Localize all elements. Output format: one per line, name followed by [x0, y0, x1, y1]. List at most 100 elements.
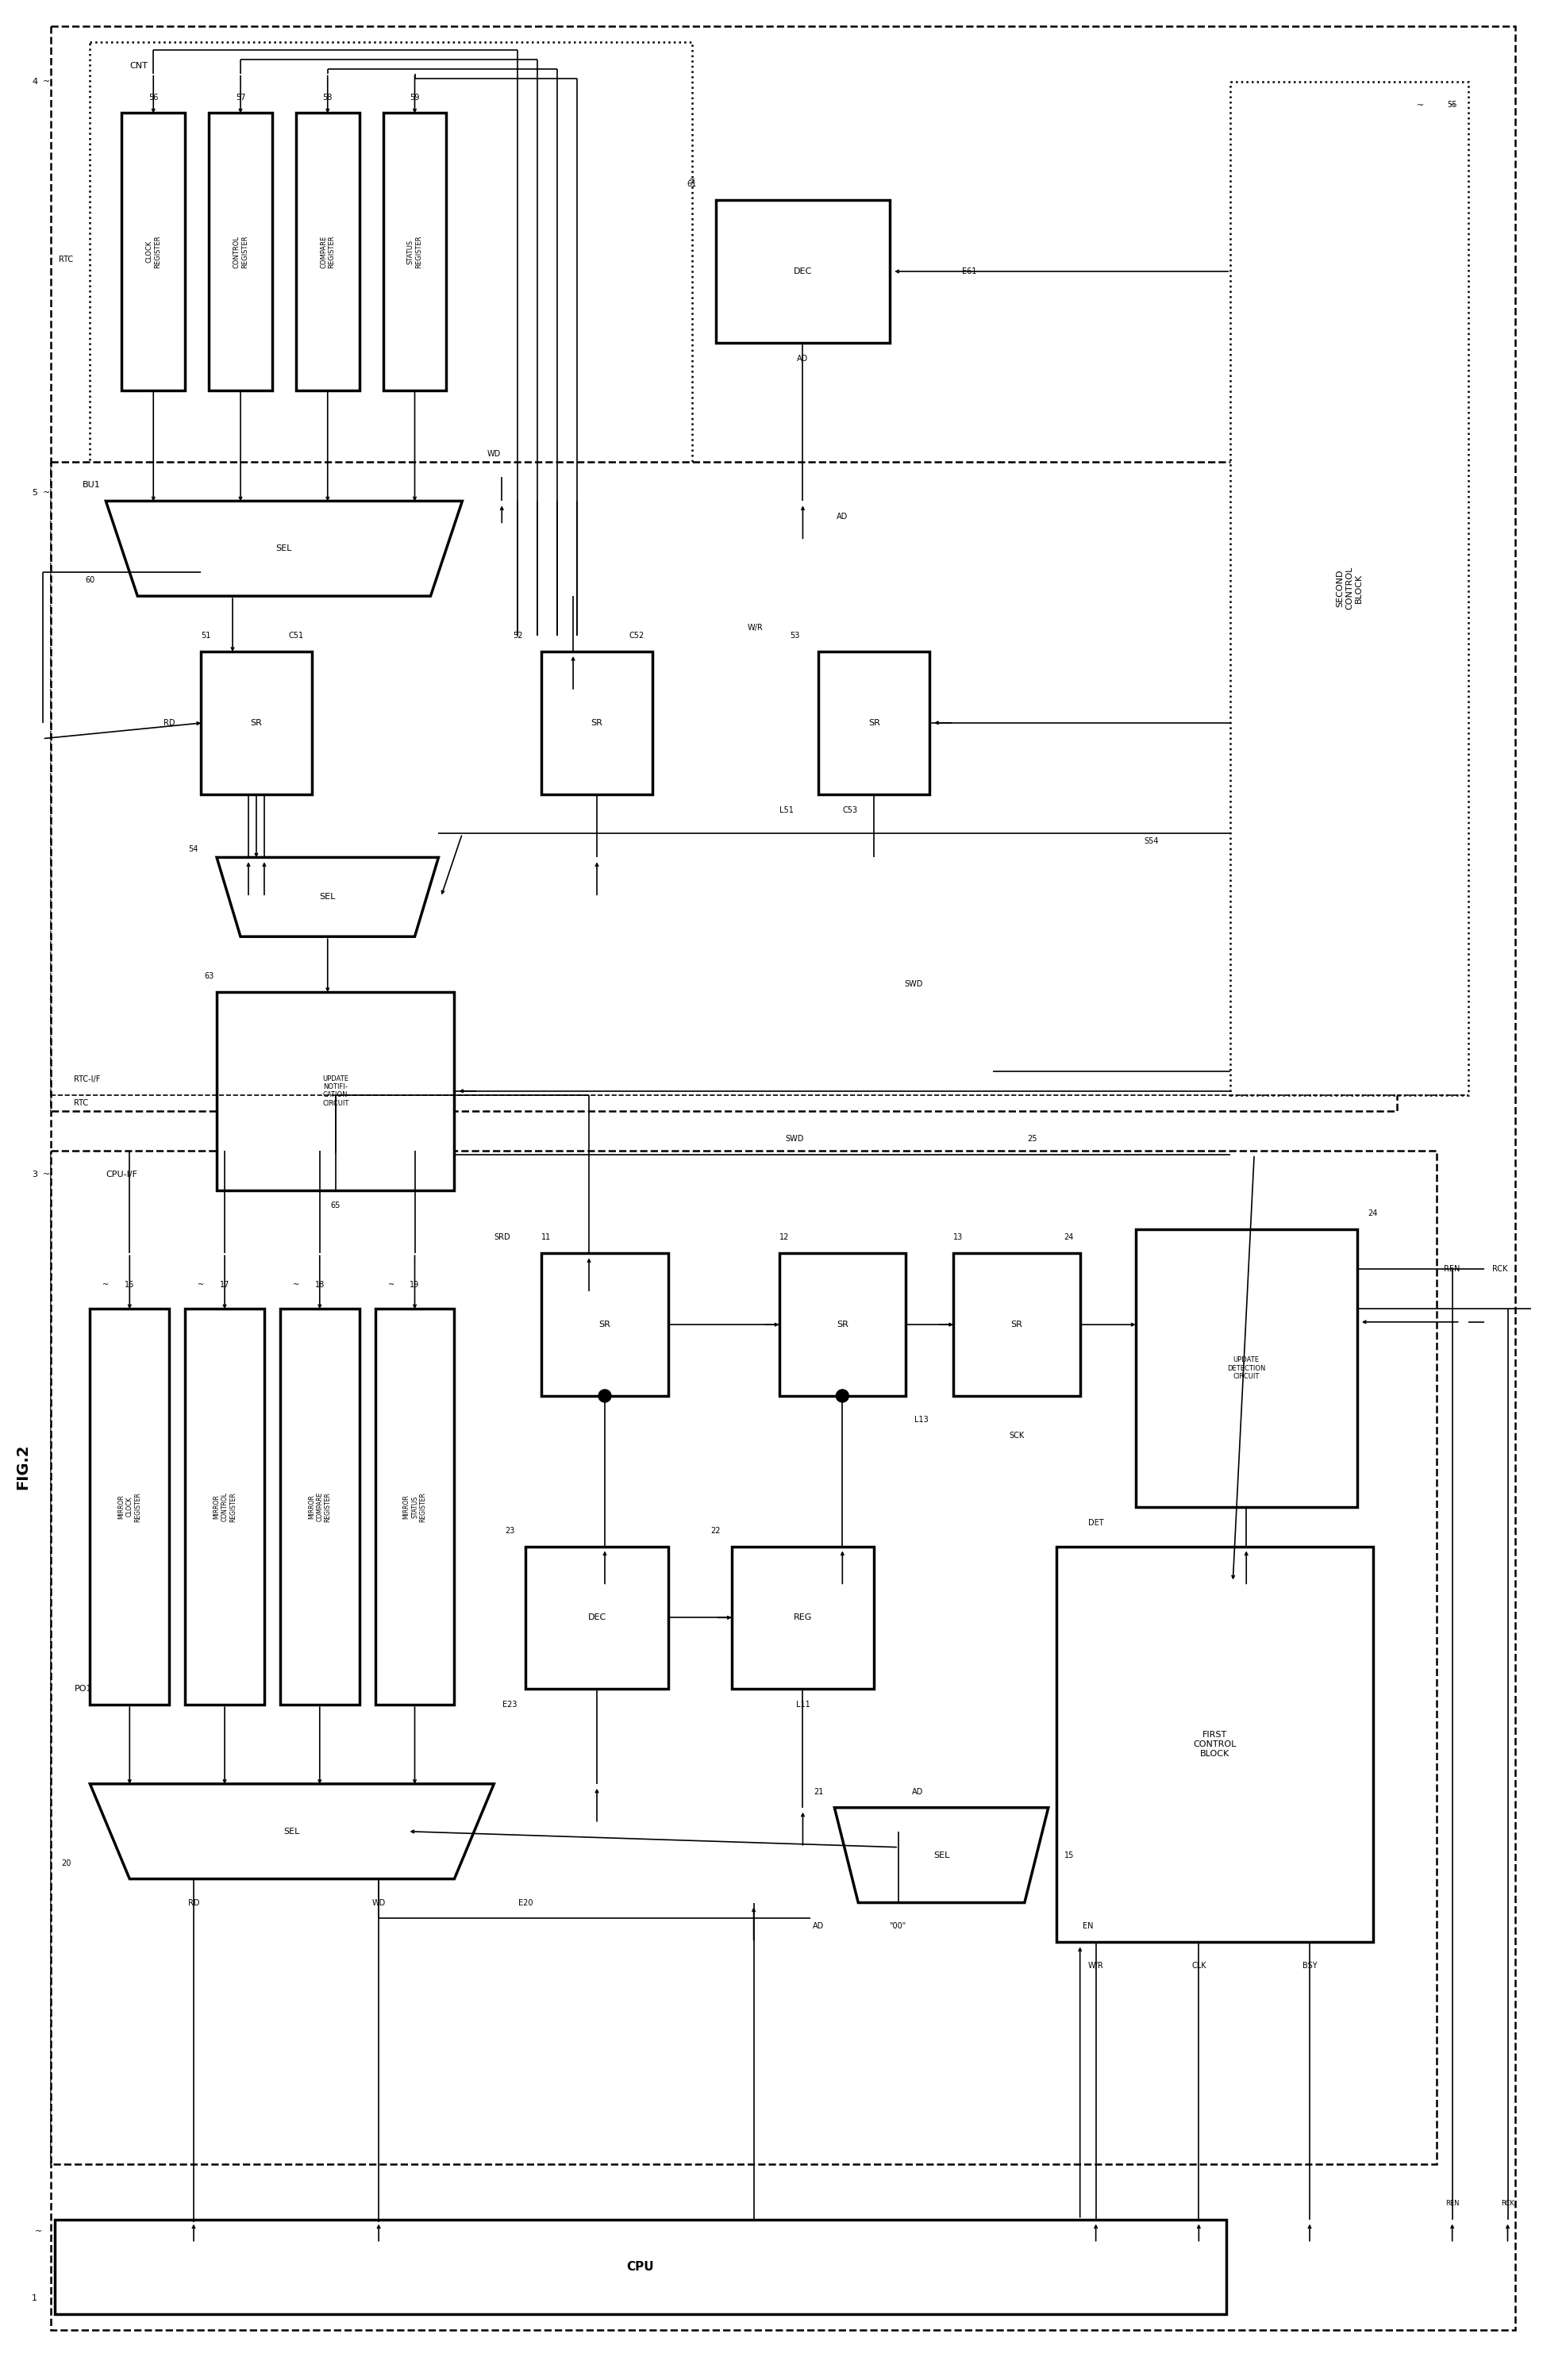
Text: FIG.2: FIG.2 — [16, 1445, 30, 1490]
Text: C52: C52 — [630, 631, 644, 640]
Text: AD: AD — [911, 1787, 924, 1797]
Text: 16: 16 — [125, 1280, 135, 1290]
Text: 53: 53 — [789, 631, 800, 640]
Text: 55: 55 — [1447, 102, 1458, 109]
Text: ~: ~ — [1449, 102, 1455, 109]
Text: SR: SR — [836, 1321, 849, 1328]
Text: SR: SR — [598, 1321, 611, 1328]
Text: MIRROR
CONTROL
REGISTER: MIRROR CONTROL REGISTER — [213, 1492, 236, 1521]
Text: REN: REN — [1444, 1266, 1461, 1273]
Text: 65: 65 — [330, 1202, 340, 1209]
Bar — [216, 992, 454, 1190]
Text: SRD: SRD — [493, 1233, 511, 1242]
Text: MIRROR
COMPARE
REGISTER: MIRROR COMPARE REGISTER — [309, 1492, 332, 1521]
Text: 56: 56 — [149, 93, 158, 102]
Text: EN: EN — [1082, 1923, 1093, 1930]
Text: 4: 4 — [31, 79, 38, 86]
Bar — [280, 1309, 359, 1704]
Bar — [89, 43, 692, 478]
Bar — [778, 1254, 905, 1397]
Text: 18: 18 — [315, 1280, 324, 1290]
Bar — [731, 1547, 874, 1690]
Text: 25: 25 — [1027, 1135, 1037, 1142]
Text: DEC: DEC — [794, 267, 813, 276]
Text: "00": "00" — [889, 1923, 907, 1930]
Text: DEC: DEC — [587, 1614, 606, 1621]
Text: ~: ~ — [1417, 102, 1423, 109]
Polygon shape — [216, 857, 438, 938]
Text: RTC: RTC — [60, 255, 74, 264]
Text: 13: 13 — [954, 1233, 963, 1242]
Text: 24: 24 — [1065, 1233, 1074, 1242]
Text: ~: ~ — [689, 176, 695, 183]
Text: PO1: PO1 — [74, 1685, 92, 1692]
Text: RD: RD — [163, 719, 175, 726]
Text: STATUS
REGISTER: STATUS REGISTER — [407, 236, 423, 269]
Text: 63: 63 — [204, 971, 213, 981]
Text: CPU: CPU — [626, 2261, 655, 2273]
Text: SWD: SWD — [905, 981, 922, 988]
Text: AD: AD — [813, 1923, 824, 1930]
Text: REN: REN — [1445, 2199, 1460, 2206]
Text: FIRST
CONTROL
BLOCK: FIRST CONTROL BLOCK — [1193, 1730, 1236, 1756]
Text: SR: SR — [590, 719, 603, 726]
Text: L11: L11 — [796, 1702, 810, 1709]
Text: SR: SR — [1010, 1321, 1023, 1328]
Text: SECOND
CONTROL
BLOCK: SECOND CONTROL BLOCK — [1336, 566, 1362, 609]
Text: ~: ~ — [103, 1280, 110, 1290]
Text: CLOCK
REGISTER: CLOCK REGISTER — [146, 236, 161, 269]
Text: 1: 1 — [31, 2294, 38, 2301]
Text: 19: 19 — [410, 1280, 420, 1290]
Text: SEL: SEL — [283, 1828, 301, 1835]
Bar — [542, 1254, 669, 1397]
Text: 15: 15 — [1065, 1852, 1074, 1859]
Polygon shape — [106, 502, 462, 595]
Text: 52: 52 — [512, 631, 523, 640]
Bar — [50, 462, 1397, 1111]
Text: S54: S54 — [1143, 838, 1159, 845]
Text: ~: ~ — [42, 79, 50, 86]
Text: ~: ~ — [388, 1280, 395, 1290]
Text: ~: ~ — [42, 1171, 50, 1178]
Text: AD: AD — [836, 514, 849, 521]
Text: 59: 59 — [410, 93, 420, 102]
Bar — [185, 1309, 265, 1704]
Text: SEL: SEL — [933, 1852, 949, 1859]
Text: 21: 21 — [814, 1787, 824, 1797]
Circle shape — [598, 1390, 611, 1402]
Text: SWD: SWD — [786, 1135, 805, 1142]
Text: CNT: CNT — [130, 62, 147, 69]
Text: ~: ~ — [34, 2228, 42, 2235]
Text: 5: 5 — [31, 490, 38, 497]
Text: E20: E20 — [518, 1899, 532, 1906]
Bar — [526, 1547, 669, 1690]
Text: REG: REG — [794, 1614, 813, 1621]
Text: 61: 61 — [687, 181, 697, 188]
Text: E23: E23 — [503, 1702, 517, 1709]
Text: W/R: W/R — [747, 624, 763, 631]
Text: RCK: RCK — [1500, 2199, 1514, 2206]
Text: SR: SR — [251, 719, 262, 726]
Text: RTC-I/F: RTC-I/F — [74, 1076, 100, 1083]
Circle shape — [836, 1390, 849, 1402]
Polygon shape — [835, 1809, 1048, 1902]
Text: CLK: CLK — [1192, 1961, 1206, 1971]
Text: E61: E61 — [962, 267, 977, 276]
Text: RCK: RCK — [1492, 1266, 1508, 1273]
Text: BSY: BSY — [1303, 1961, 1317, 1971]
Text: SEL: SEL — [319, 892, 335, 902]
Text: 23: 23 — [504, 1526, 515, 1535]
Text: ~: ~ — [293, 1280, 299, 1290]
Bar — [1055, 1547, 1373, 1942]
Bar — [954, 1254, 1081, 1397]
Text: MIRROR
STATUS
REGISTER: MIRROR STATUS REGISTER — [402, 1492, 426, 1521]
Text: AD: AD — [797, 355, 808, 362]
Text: UPDATE
NOTIFI-
CATION
CIRCUIT: UPDATE NOTIFI- CATION CIRCUIT — [323, 1076, 349, 1107]
Text: ~: ~ — [42, 490, 50, 497]
Text: C51: C51 — [288, 631, 304, 640]
Text: WD: WD — [487, 450, 501, 457]
Text: ~: ~ — [197, 1280, 204, 1290]
Text: RD: RD — [188, 1899, 199, 1906]
Text: 54: 54 — [188, 845, 197, 854]
Bar — [208, 114, 272, 390]
